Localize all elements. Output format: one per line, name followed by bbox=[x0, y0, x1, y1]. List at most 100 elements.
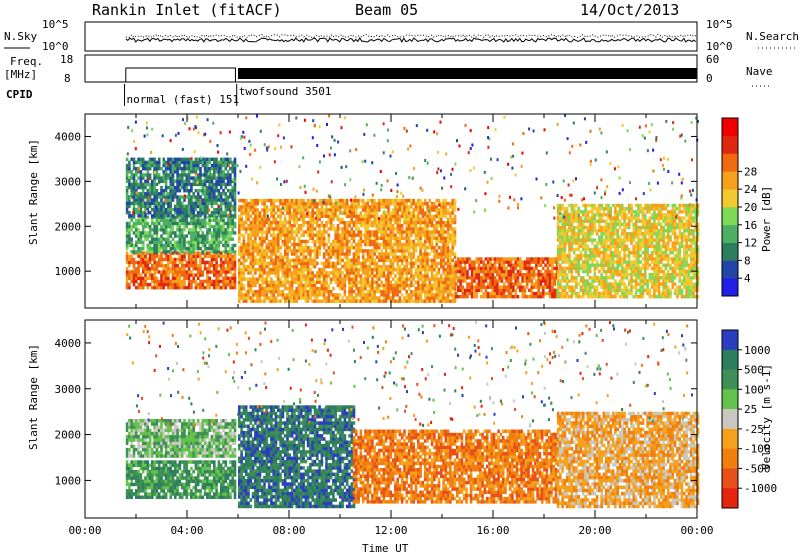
echo-cell bbox=[311, 215, 314, 218]
echo-cell bbox=[422, 259, 425, 262]
echo-cell bbox=[199, 228, 202, 231]
echo-cell bbox=[385, 256, 388, 259]
echo-cell bbox=[169, 183, 172, 186]
echo-cell bbox=[240, 205, 243, 208]
echo-cell bbox=[252, 234, 255, 237]
echo-cell bbox=[229, 189, 232, 192]
echo-cell bbox=[505, 267, 508, 270]
echo-cell bbox=[561, 248, 564, 251]
echo-cell bbox=[300, 202, 303, 205]
echo-cell bbox=[142, 231, 145, 234]
echo-cell bbox=[323, 290, 326, 293]
echo-cell bbox=[188, 173, 191, 176]
echo-cell bbox=[197, 214, 200, 217]
echo-cell bbox=[371, 243, 374, 246]
echo-cell bbox=[215, 202, 218, 205]
echo-cell bbox=[142, 283, 145, 286]
echo-cell bbox=[462, 289, 465, 292]
echo-cell bbox=[403, 205, 406, 208]
echo-cell bbox=[284, 199, 287, 202]
echo-cell bbox=[151, 277, 154, 280]
echo-cell bbox=[176, 267, 179, 270]
echo-cell bbox=[179, 173, 182, 176]
echo-cell bbox=[250, 252, 253, 255]
echo-cell bbox=[337, 208, 340, 211]
echo-cell bbox=[307, 246, 310, 249]
echo-cell bbox=[519, 267, 522, 270]
echo-cell bbox=[429, 237, 432, 240]
echo-cell bbox=[307, 240, 310, 243]
echo-cell bbox=[348, 296, 351, 299]
echo-cell bbox=[360, 287, 363, 290]
echo-cell bbox=[309, 249, 312, 252]
echo-cell bbox=[126, 247, 129, 250]
echo-cell bbox=[156, 214, 159, 217]
echo-cell bbox=[231, 195, 234, 198]
echo-cell bbox=[298, 227, 301, 230]
echo-cell bbox=[126, 173, 129, 176]
echo-cell bbox=[158, 167, 161, 170]
echo-cell bbox=[279, 293, 282, 296]
echo-cell bbox=[357, 300, 360, 303]
echo-cell bbox=[254, 243, 257, 246]
echo-cell bbox=[153, 273, 156, 276]
echo-cell bbox=[547, 286, 550, 289]
echo-cell bbox=[403, 218, 406, 221]
echo-cell bbox=[222, 231, 225, 234]
echo-cell bbox=[344, 293, 347, 296]
echo-cell bbox=[231, 161, 234, 164]
echo-cell bbox=[263, 262, 266, 265]
echo-cell bbox=[440, 262, 443, 265]
echo-cell bbox=[176, 158, 179, 161]
echo-cell bbox=[431, 271, 434, 274]
echo-cell bbox=[537, 292, 540, 295]
echo-cell bbox=[433, 256, 436, 259]
echo-cell bbox=[355, 278, 358, 281]
echo-cell bbox=[227, 258, 230, 261]
echo-cell bbox=[424, 237, 427, 240]
echo-cell bbox=[183, 234, 186, 237]
echo-cell bbox=[307, 284, 310, 287]
echo-cell bbox=[362, 262, 365, 265]
echo-cell bbox=[373, 230, 376, 233]
echo-cell bbox=[357, 234, 360, 237]
echo-cell bbox=[204, 280, 207, 283]
echo-cell bbox=[176, 176, 179, 179]
echo-cell bbox=[142, 186, 145, 189]
echo-cell bbox=[247, 208, 250, 211]
echo-cell bbox=[307, 265, 310, 268]
echo-cell bbox=[424, 230, 427, 233]
echo-cell bbox=[252, 262, 255, 265]
echo-cell bbox=[360, 199, 363, 202]
echo-cell bbox=[202, 161, 205, 164]
echo-cell bbox=[533, 282, 536, 285]
echo-cell bbox=[204, 225, 207, 228]
echo-cell bbox=[528, 260, 531, 263]
echo-cell bbox=[261, 237, 264, 240]
echo-cell bbox=[218, 286, 221, 289]
echo-cell bbox=[263, 199, 266, 202]
echo-cell bbox=[346, 240, 349, 243]
echo-cell bbox=[202, 238, 205, 241]
echo-cell bbox=[551, 270, 554, 273]
echo-cell bbox=[364, 218, 367, 221]
echo-cell bbox=[424, 284, 427, 287]
echo-cell bbox=[268, 281, 271, 284]
echo-cell bbox=[394, 268, 397, 271]
echo-cell bbox=[540, 276, 543, 279]
echo-cell bbox=[172, 180, 175, 183]
echo-cell bbox=[371, 290, 374, 293]
echo-cell bbox=[433, 227, 436, 230]
echo-cell bbox=[537, 279, 540, 282]
echo-cell bbox=[291, 281, 294, 284]
echo-cell bbox=[454, 287, 457, 290]
echo-cell bbox=[341, 296, 344, 299]
echo-cell bbox=[206, 202, 209, 205]
echo-cell bbox=[549, 282, 552, 285]
echo-cell bbox=[227, 189, 230, 192]
echo-cell bbox=[339, 287, 342, 290]
echo-cell bbox=[174, 267, 177, 270]
echo-cell bbox=[385, 202, 388, 205]
echo-cell bbox=[514, 257, 517, 260]
echo-cell bbox=[353, 199, 356, 202]
